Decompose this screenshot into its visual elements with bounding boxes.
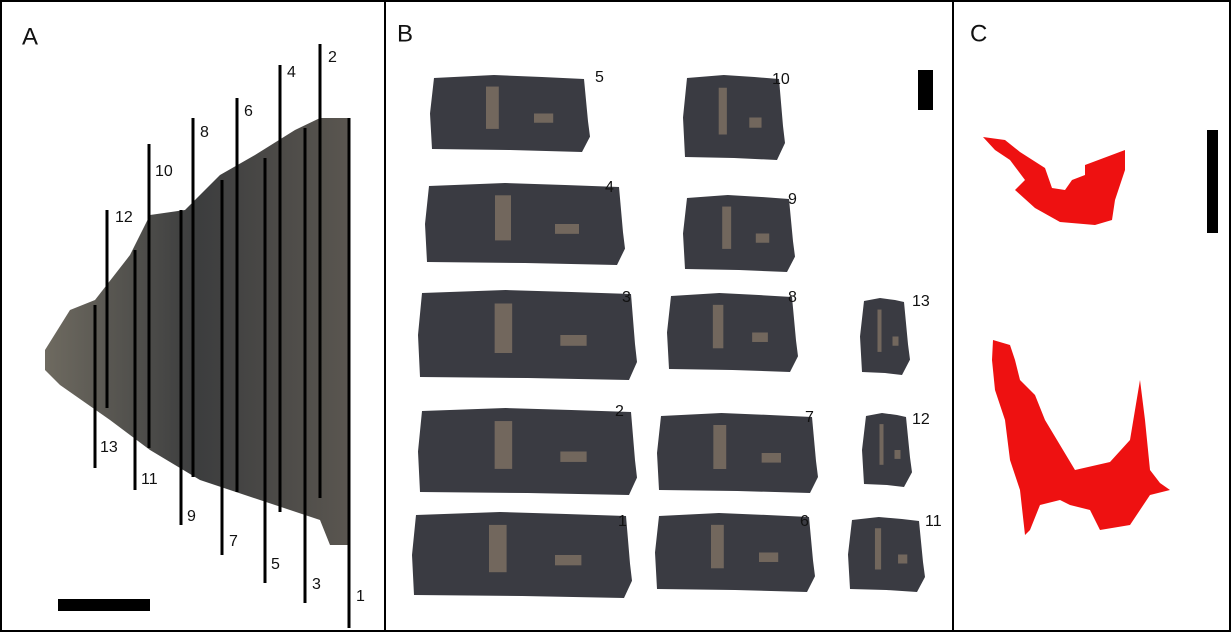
inclusion — [713, 305, 723, 348]
slice — [848, 517, 925, 592]
slice-label: 8 — [200, 124, 209, 141]
slice-label: 13 — [100, 439, 118, 456]
scale-bar — [58, 599, 150, 611]
inclusion — [749, 118, 761, 128]
reconstruction — [992, 340, 1170, 535]
inclusion — [878, 310, 882, 352]
slice — [683, 195, 795, 272]
inclusion — [893, 337, 899, 346]
slice-label: 6 — [244, 103, 253, 120]
slice-label: 1 — [356, 588, 365, 605]
scale-bar — [918, 70, 933, 110]
scale-bar — [1207, 130, 1218, 233]
panel-label: B — [397, 20, 413, 47]
slice-label: 7 — [805, 409, 814, 426]
slice-label: 8 — [788, 289, 797, 306]
slice — [425, 183, 625, 265]
inclusion — [495, 304, 513, 354]
figure: A B C 1234567891011121312345678910111213 — [0, 0, 1231, 632]
inclusion — [555, 555, 581, 565]
slice — [418, 290, 637, 380]
slice-label: 10 — [772, 71, 790, 88]
slice — [862, 413, 912, 487]
slice — [657, 413, 818, 493]
inclusion — [756, 234, 769, 243]
inclusion — [534, 114, 553, 123]
slice-label: 2 — [615, 403, 624, 420]
inclusion — [752, 333, 768, 342]
slice-label: 6 — [800, 513, 809, 530]
slice-label: 11 — [925, 513, 942, 530]
slice-label: 4 — [605, 179, 614, 196]
inclusion — [898, 555, 907, 564]
slice-label: 10 — [155, 163, 173, 180]
slice-label: 13 — [912, 293, 930, 310]
inclusion — [560, 335, 586, 346]
inclusion — [713, 425, 726, 469]
slice-label: 9 — [187, 508, 196, 525]
slice-label: 7 — [229, 533, 238, 550]
inclusion — [759, 553, 778, 562]
inclusion — [880, 424, 884, 465]
slice-label: 5 — [271, 556, 280, 573]
panel-label: A — [22, 23, 38, 50]
slice — [683, 75, 785, 160]
reconstruction — [983, 137, 1125, 225]
inclusion — [875, 528, 881, 569]
inclusion — [719, 88, 727, 135]
slice-label: 9 — [788, 191, 797, 208]
inclusion — [486, 87, 499, 129]
inclusion — [895, 450, 901, 459]
slice — [655, 513, 815, 592]
inclusion — [762, 453, 781, 463]
slice — [430, 75, 590, 152]
slice — [667, 293, 798, 372]
inclusion — [555, 224, 579, 234]
inclusion — [489, 525, 507, 572]
panel-label: C — [970, 20, 987, 47]
slice-label: 11 — [141, 471, 158, 488]
slice-label: 3 — [312, 576, 321, 593]
slice — [860, 298, 910, 375]
inclusion — [495, 195, 511, 240]
inclusion — [722, 207, 731, 249]
slice-label: 1 — [618, 513, 627, 530]
slice-label: 5 — [595, 69, 604, 86]
slice — [418, 408, 637, 495]
slice — [412, 512, 632, 598]
slice-label: 12 — [115, 209, 133, 226]
slice-label: 2 — [328, 49, 337, 66]
inclusion — [560, 452, 586, 462]
slice-label: 4 — [287, 64, 296, 81]
inclusion — [711, 525, 724, 568]
slice-label: 3 — [622, 289, 631, 306]
inclusion — [495, 421, 513, 469]
slice-label: 12 — [912, 411, 930, 428]
